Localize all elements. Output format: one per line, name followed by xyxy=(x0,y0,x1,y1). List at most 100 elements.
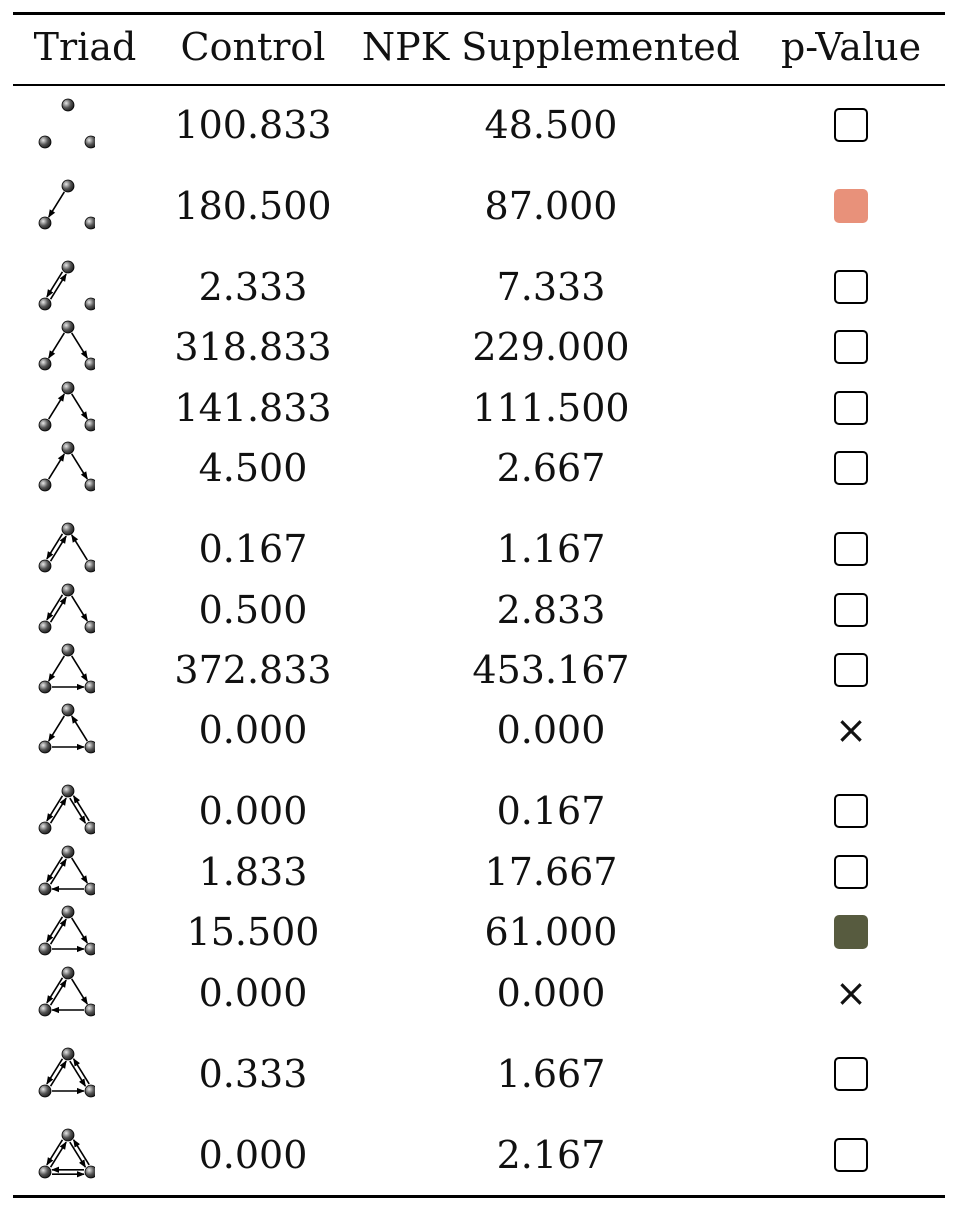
p-value-empty-box-icon xyxy=(834,855,868,889)
triad-node xyxy=(84,559,95,573)
triad-node xyxy=(38,135,52,149)
triad-icon xyxy=(38,381,95,432)
p-value-empty-box-icon xyxy=(834,794,868,828)
triad-arc xyxy=(71,655,88,682)
triad-node xyxy=(61,381,75,395)
triad-node xyxy=(38,620,52,634)
p-value-cross-icon: × xyxy=(835,708,867,752)
triad-node xyxy=(61,1128,75,1142)
triad-node xyxy=(84,680,95,694)
control-value: 0.000 xyxy=(198,708,308,752)
triad-node xyxy=(61,1047,75,1061)
triad-node xyxy=(84,297,95,311)
npk-value: 453.167 xyxy=(472,648,630,692)
npk-value: 87.000 xyxy=(484,184,618,228)
triad-arc xyxy=(48,393,65,420)
triad-icon xyxy=(38,703,95,754)
triad-node xyxy=(38,478,52,492)
triad-icon xyxy=(38,179,95,230)
triad-arc xyxy=(69,797,87,824)
triad-node xyxy=(61,845,75,859)
npk-value: 48.500 xyxy=(484,103,618,147)
npk-value: 0.000 xyxy=(496,708,606,752)
triad-arc xyxy=(49,596,67,623)
triad-node xyxy=(61,784,75,798)
triad-node xyxy=(61,905,75,919)
triad-node xyxy=(84,620,95,634)
triad-arc xyxy=(49,273,67,300)
triad-icon xyxy=(38,583,95,634)
p-value-empty-box-icon xyxy=(834,330,868,364)
triad-node xyxy=(84,1003,95,1017)
triad-node xyxy=(84,882,95,896)
triad-node xyxy=(61,703,75,717)
triad-icon xyxy=(38,643,95,694)
p-value-empty-box-icon xyxy=(834,1057,868,1091)
triad-icon xyxy=(38,845,95,896)
control-value: 1.833 xyxy=(198,850,308,894)
triad-node xyxy=(38,1084,52,1098)
triad-node xyxy=(38,680,52,694)
triad-icon xyxy=(38,441,95,492)
triad-arc xyxy=(71,978,88,1005)
npk-value: 61.000 xyxy=(484,910,618,954)
triad-icon xyxy=(38,260,95,311)
p-value-empty-box-icon xyxy=(834,108,868,142)
triad-node xyxy=(38,882,52,896)
triad-node xyxy=(38,1165,52,1179)
p-value-empty-box-icon xyxy=(834,593,868,627)
p-value-cross-icon: × xyxy=(835,971,867,1015)
p-value-filled-box-icon xyxy=(834,915,868,949)
triad-node xyxy=(61,179,75,193)
npk-value: 111.500 xyxy=(472,386,630,430)
triad-icon xyxy=(38,1047,95,1098)
triad-arc xyxy=(71,534,88,561)
npk-value: 0.000 xyxy=(496,971,606,1015)
control-value: 0.000 xyxy=(198,971,308,1015)
triad-arc xyxy=(71,332,88,359)
triad-node xyxy=(84,216,95,230)
triad-arc xyxy=(71,453,88,480)
triad-arc xyxy=(49,797,67,824)
control-value: 0.500 xyxy=(198,588,308,632)
triad-arc xyxy=(49,979,67,1006)
triad-arc xyxy=(71,595,88,622)
triad-node xyxy=(84,135,95,149)
header-control: Control xyxy=(180,25,326,69)
triad-arc xyxy=(49,1141,67,1168)
control-value: 318.833 xyxy=(174,325,332,369)
control-value: 2.333 xyxy=(198,265,308,309)
triad-arc xyxy=(71,393,88,420)
top-rule xyxy=(13,12,945,15)
triad-node xyxy=(84,942,95,956)
triad-node xyxy=(38,1003,52,1017)
triad-node xyxy=(84,1165,95,1179)
control-value: 100.833 xyxy=(174,103,332,147)
triad-node xyxy=(84,418,95,432)
control-value: 0.167 xyxy=(198,527,308,571)
p-value-empty-box-icon xyxy=(834,653,868,687)
npk-value: 7.333 xyxy=(496,265,606,309)
p-value-empty-box-icon xyxy=(834,391,868,425)
p-value-filled-box-icon xyxy=(834,189,868,223)
p-value-empty-box-icon xyxy=(834,451,868,485)
triad-node xyxy=(38,740,52,754)
p-value-empty-box-icon xyxy=(834,1138,868,1172)
bottom-rule xyxy=(13,1195,945,1198)
control-value: 0.000 xyxy=(198,789,308,833)
triad-arc xyxy=(69,1141,87,1168)
triad-arc xyxy=(71,857,88,884)
triad-node xyxy=(61,966,75,980)
triad-node xyxy=(38,216,52,230)
npk-value: 2.667 xyxy=(496,446,606,490)
triad-arc xyxy=(48,191,65,218)
triad-icon xyxy=(38,784,95,835)
control-value: 15.500 xyxy=(186,910,320,954)
triad-node xyxy=(38,821,52,835)
triad-node xyxy=(38,297,52,311)
npk-value: 17.667 xyxy=(484,850,618,894)
control-value: 0.000 xyxy=(198,1133,308,1177)
triad-node xyxy=(61,583,75,597)
triad-arc xyxy=(49,535,67,562)
